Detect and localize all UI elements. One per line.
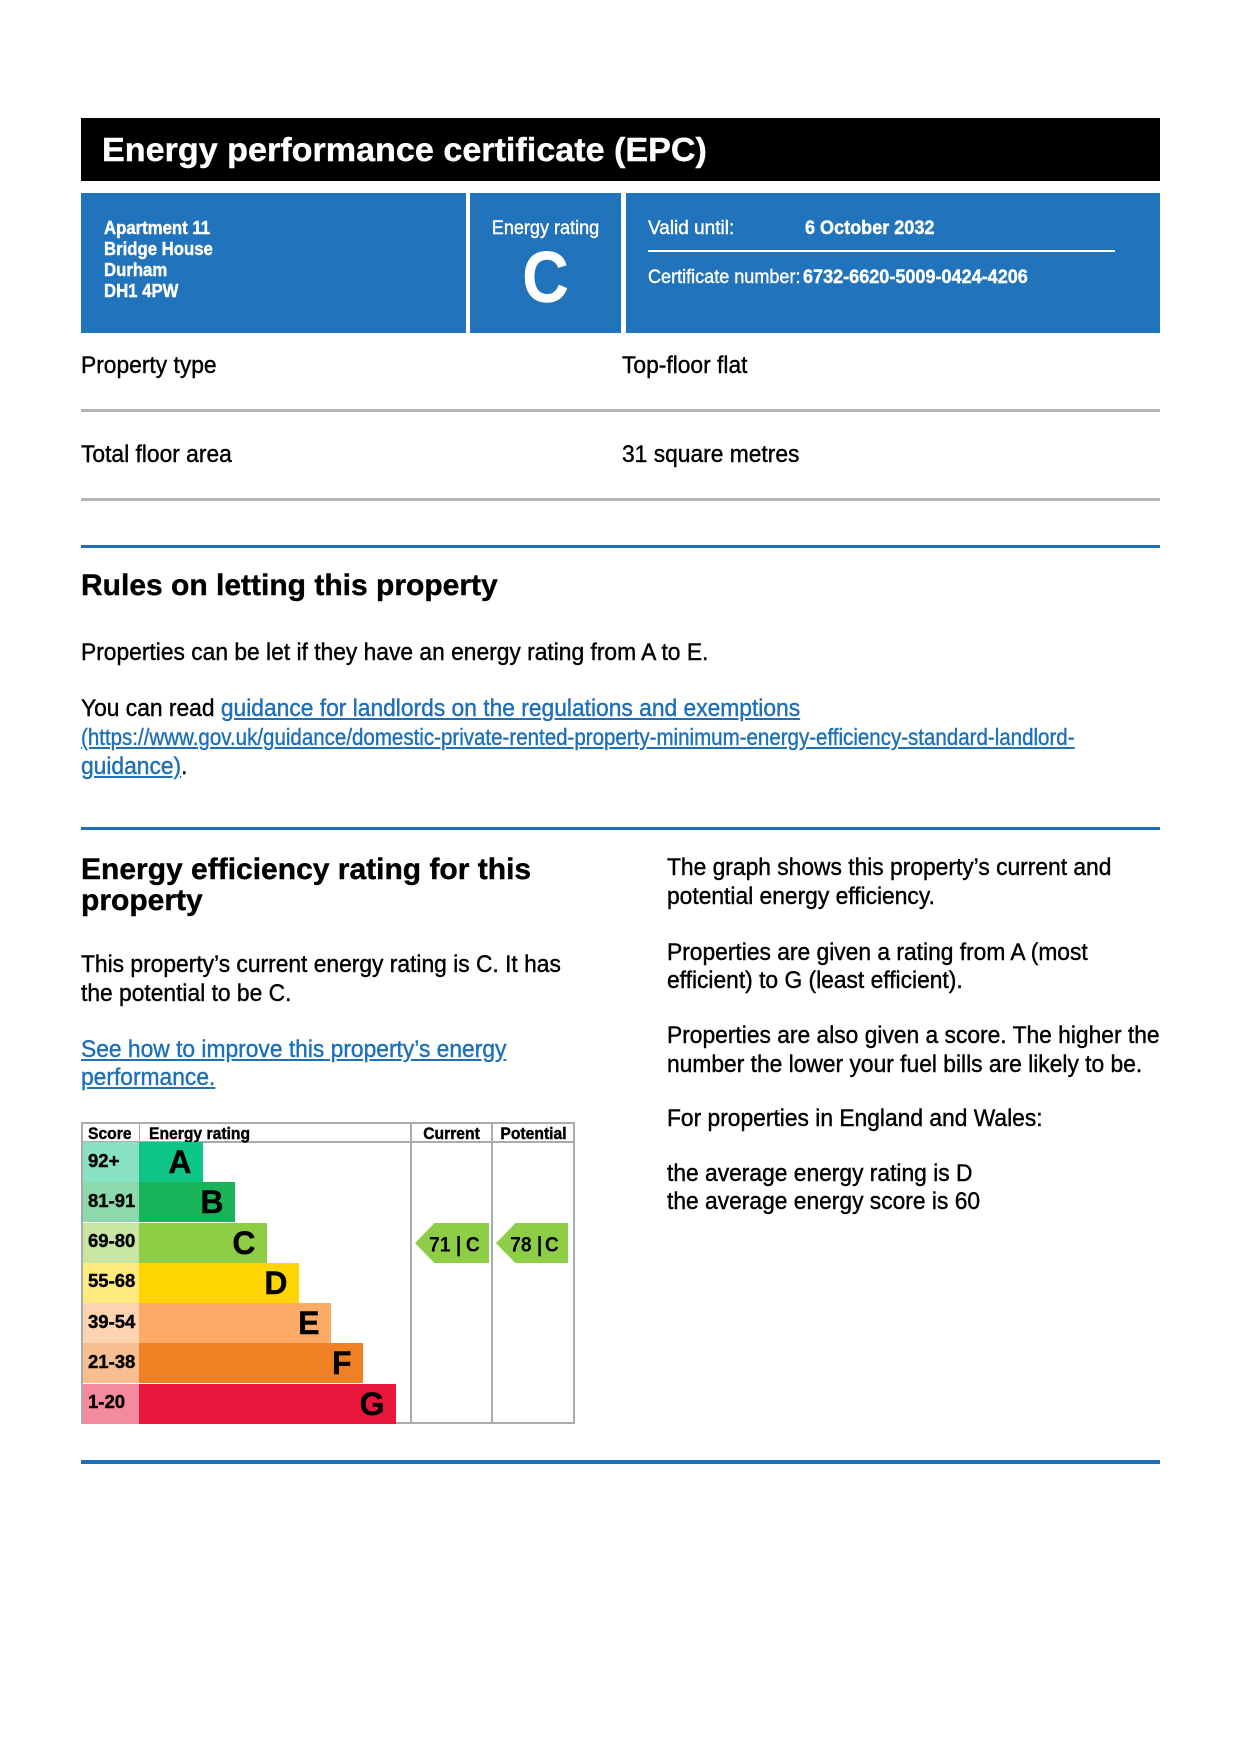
svg-text:C: C xyxy=(545,1233,559,1256)
svg-text:C: C xyxy=(466,1233,480,1256)
svg-text:71 |: 71 | xyxy=(429,1233,461,1256)
svg-text:78 |: 78 | xyxy=(510,1233,542,1256)
